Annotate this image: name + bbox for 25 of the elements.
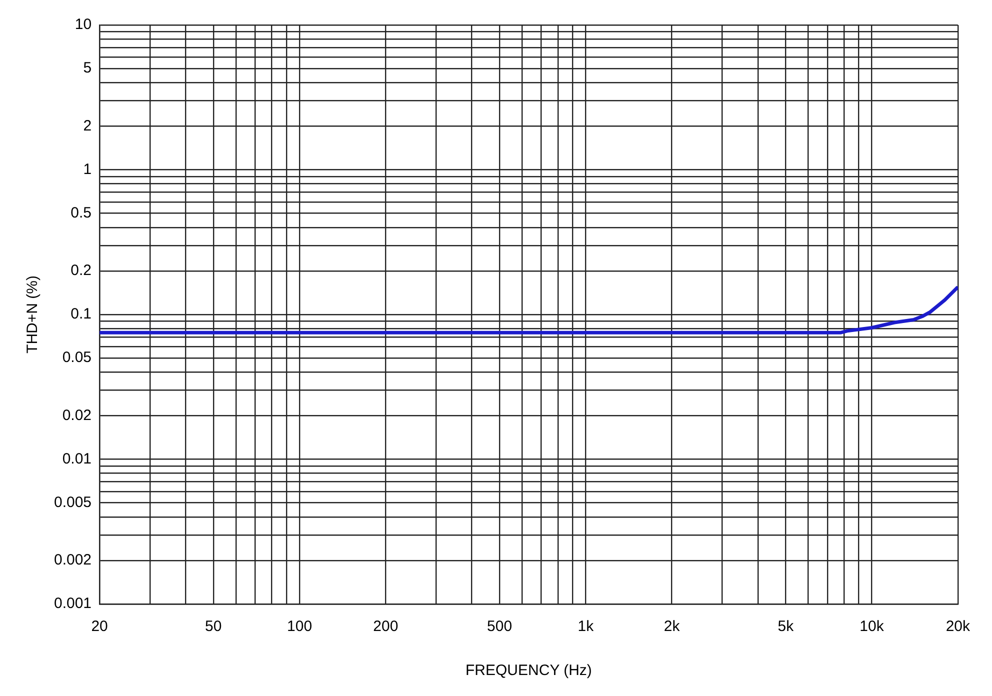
- y-tick-label: 0.5: [70, 204, 92, 222]
- y-tick-label: 0.05: [62, 349, 92, 366]
- x-tick-label: 1k: [578, 618, 594, 636]
- x-tick-label: 10k: [860, 618, 884, 636]
- x-tick-label: 2k: [664, 618, 680, 636]
- x-tick-label: 500: [487, 618, 512, 636]
- x-tick-label: 100: [287, 618, 312, 636]
- y-tick-label: 10: [74, 16, 92, 34]
- x-tick-label: 200: [373, 618, 398, 636]
- x-tick-label: 20: [91, 618, 108, 636]
- y-tick-label: 0.005: [54, 494, 92, 511]
- x-tick-label: 20k: [946, 618, 970, 636]
- y-tick-label: 0.01: [62, 450, 92, 468]
- y-tick-label: 0.001: [54, 595, 92, 612]
- x-axis-title: FREQUENCY (Hz): [466, 662, 592, 680]
- y-tick-label: 5: [83, 60, 92, 77]
- y-tick-label: 0.2: [70, 262, 92, 280]
- y-tick-label: 0.1: [70, 306, 92, 323]
- x-tick-label: 5k: [778, 618, 794, 636]
- y-axis-title: THD+N (%): [24, 276, 42, 354]
- y-tick-label: 0.02: [62, 406, 92, 424]
- y-tick-label: 1: [83, 160, 92, 178]
- y-tick-label: 0.002: [54, 552, 92, 569]
- y-tick-label: 2: [83, 117, 92, 134]
- x-tick-label: 50: [205, 618, 222, 636]
